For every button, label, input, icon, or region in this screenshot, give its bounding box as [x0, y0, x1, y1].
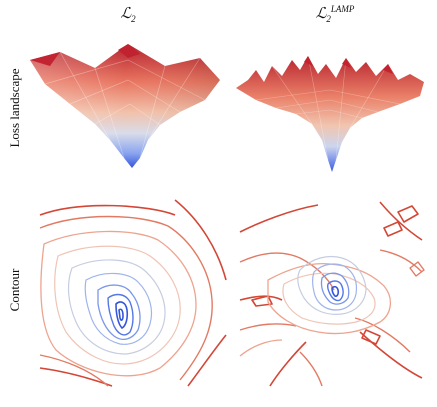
column-title-l2: ℒ2: [108, 4, 148, 24]
column-title-l2-sub: 2: [131, 14, 136, 24]
lamp-spike-1: [304, 56, 313, 66]
loss-landscape-l2: [30, 44, 220, 168]
loss-landscape-l2-lamp: [236, 55, 424, 172]
contour-l2-lamp: [239, 201, 425, 387]
loss-surface-l2-peak2: [118, 44, 140, 58]
loss-surface-l2-shade: [30, 44, 220, 168]
lamp-spike-3: [383, 64, 393, 74]
column-title-lamp-sub: 2: [326, 14, 331, 24]
lamp-spike-2: [342, 58, 351, 68]
loss-surface-l2-peak: [30, 52, 60, 66]
column-title-l2-lamp: ℒ2LAMP: [300, 4, 370, 24]
column-title-lamp-main: ℒ: [315, 6, 327, 22]
loss-surface-lamp: [236, 56, 424, 172]
column-title-l2-main: ℒ: [120, 6, 132, 22]
contour-l2: [39, 199, 227, 387]
column-title-lamp-sup: LAMP: [330, 4, 355, 14]
